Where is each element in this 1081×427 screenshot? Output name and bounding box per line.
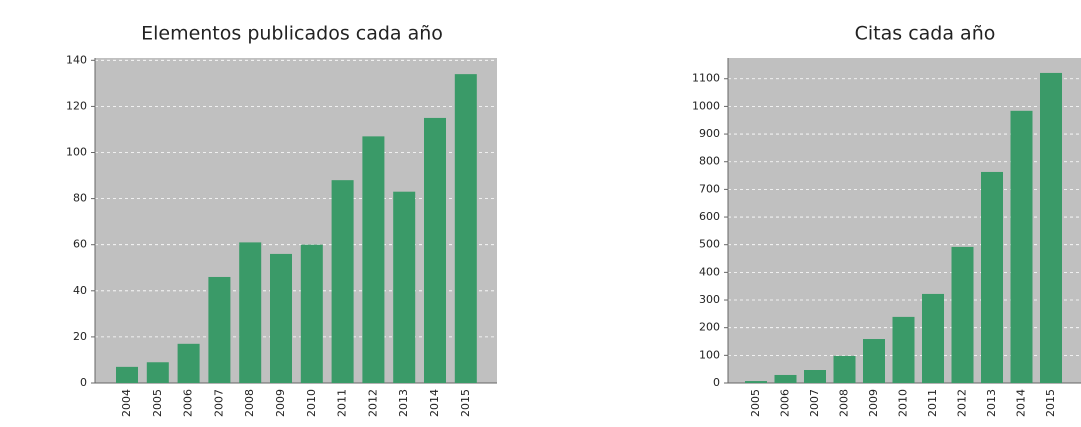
x-tick-label: 2006 bbox=[182, 389, 195, 417]
bar bbox=[270, 253, 292, 383]
x-tick-label: 2007 bbox=[808, 389, 821, 417]
y-tick-label: 800 bbox=[699, 155, 720, 168]
x-tick-label: 2007 bbox=[212, 389, 225, 417]
x-tick-label: 2006 bbox=[779, 389, 792, 417]
y-tick-label: 100 bbox=[699, 348, 720, 361]
bar bbox=[833, 355, 856, 383]
y-tick-label: 100 bbox=[66, 146, 87, 159]
y-tick-label: 140 bbox=[66, 53, 87, 66]
x-tick-label: 2014 bbox=[1015, 389, 1028, 417]
bar bbox=[300, 244, 323, 383]
bar bbox=[951, 246, 974, 383]
bar bbox=[208, 276, 231, 383]
y-tick-label: 600 bbox=[699, 210, 720, 223]
bar bbox=[116, 366, 138, 383]
x-tick-label: 2015 bbox=[1044, 389, 1057, 417]
y-tick-label: 40 bbox=[73, 284, 87, 297]
bar bbox=[331, 180, 354, 383]
y-tick-label: 1100 bbox=[692, 72, 720, 85]
chart-title: Elementos publicados cada año bbox=[141, 23, 443, 45]
bar bbox=[774, 374, 797, 383]
x-tick-label: 2013 bbox=[985, 389, 998, 417]
bar bbox=[1010, 110, 1033, 384]
x-tick-label: 2010 bbox=[897, 389, 910, 417]
bar bbox=[362, 136, 385, 383]
x-tick-label: 2014 bbox=[428, 389, 441, 417]
x-tick-label: 2011 bbox=[336, 389, 349, 417]
x-tick-label: 2009 bbox=[867, 389, 880, 417]
bar bbox=[424, 117, 446, 383]
x-tick-label: 2013 bbox=[397, 389, 410, 417]
bar bbox=[922, 293, 944, 383]
y-tick-label: 500 bbox=[699, 238, 720, 251]
bar bbox=[1040, 72, 1062, 384]
y-tick-label: 60 bbox=[73, 238, 87, 251]
bar bbox=[804, 370, 826, 383]
x-tick-label: 2012 bbox=[366, 389, 379, 417]
bar bbox=[981, 171, 1003, 383]
bar bbox=[454, 74, 477, 383]
bar bbox=[177, 343, 200, 383]
bar bbox=[892, 316, 915, 383]
x-tick-label: 2012 bbox=[956, 389, 969, 417]
x-tick-label: 2011 bbox=[926, 389, 939, 417]
bar bbox=[393, 191, 416, 383]
y-tick-label: 1000 bbox=[692, 99, 720, 112]
y-tick-label: 0 bbox=[80, 376, 87, 389]
x-tick-label: 2010 bbox=[305, 389, 318, 417]
bar bbox=[239, 242, 262, 383]
x-tick-label: 2005 bbox=[151, 389, 164, 417]
x-tick-label: 2004 bbox=[120, 389, 133, 417]
y-tick-label: 900 bbox=[699, 127, 720, 140]
y-tick-label: 400 bbox=[699, 265, 720, 278]
x-tick-label: 2015 bbox=[459, 389, 472, 417]
y-tick-label: 200 bbox=[699, 321, 720, 334]
x-tick-label: 2005 bbox=[749, 389, 762, 417]
bar bbox=[863, 339, 885, 383]
y-tick-label: 700 bbox=[699, 182, 720, 195]
chart-title: Citas cada año bbox=[855, 23, 996, 45]
y-tick-label: 300 bbox=[699, 293, 720, 306]
y-tick-label: 120 bbox=[66, 99, 87, 112]
bar bbox=[745, 381, 767, 383]
bar bbox=[146, 362, 169, 383]
x-tick-label: 2008 bbox=[243, 389, 256, 417]
y-tick-label: 20 bbox=[73, 330, 87, 343]
y-tick-label: 80 bbox=[73, 192, 87, 205]
x-tick-label: 2009 bbox=[274, 389, 287, 417]
x-tick-label: 2008 bbox=[838, 389, 851, 417]
y-tick-label: 0 bbox=[713, 376, 720, 389]
